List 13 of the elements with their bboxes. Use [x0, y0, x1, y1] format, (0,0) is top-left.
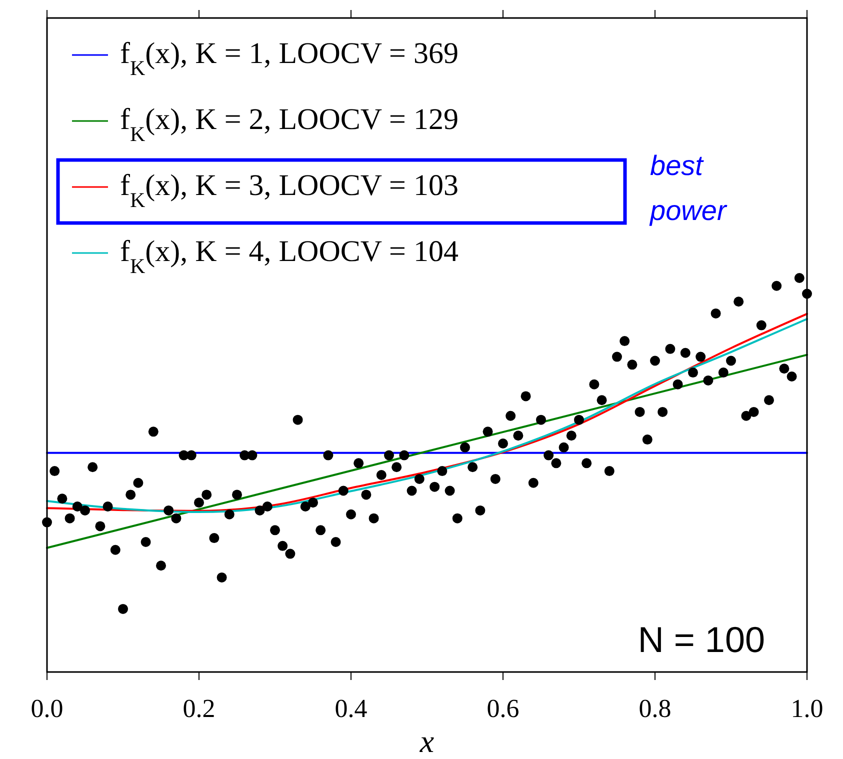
x-tick-label: 0.4	[334, 694, 368, 723]
legend-label: f$_{K}$(x), K = 1, LOOCV = 369	[120, 37, 458, 80]
legend-label: f$_{K}$(x), K = 3, LOOCV = 103	[120, 169, 458, 212]
annotation: N = 100	[638, 619, 765, 660]
x-tick-label: 0.8	[638, 694, 672, 723]
x-tick-label: 1.0	[790, 694, 824, 723]
text: best power	[649, 150, 728, 226]
legend-label: f$_{K}$(x), K = 4, LOOCV = 104	[120, 235, 458, 278]
x-tick-label: 0.0	[30, 694, 64, 723]
x-tick-label: 0.2	[182, 694, 216, 723]
x-axis-title: x	[418, 723, 434, 759]
legend-label: f$_{K}$(x), K = 2, LOOCV = 129	[120, 103, 458, 146]
x-tick-label: 0.6	[486, 694, 520, 723]
